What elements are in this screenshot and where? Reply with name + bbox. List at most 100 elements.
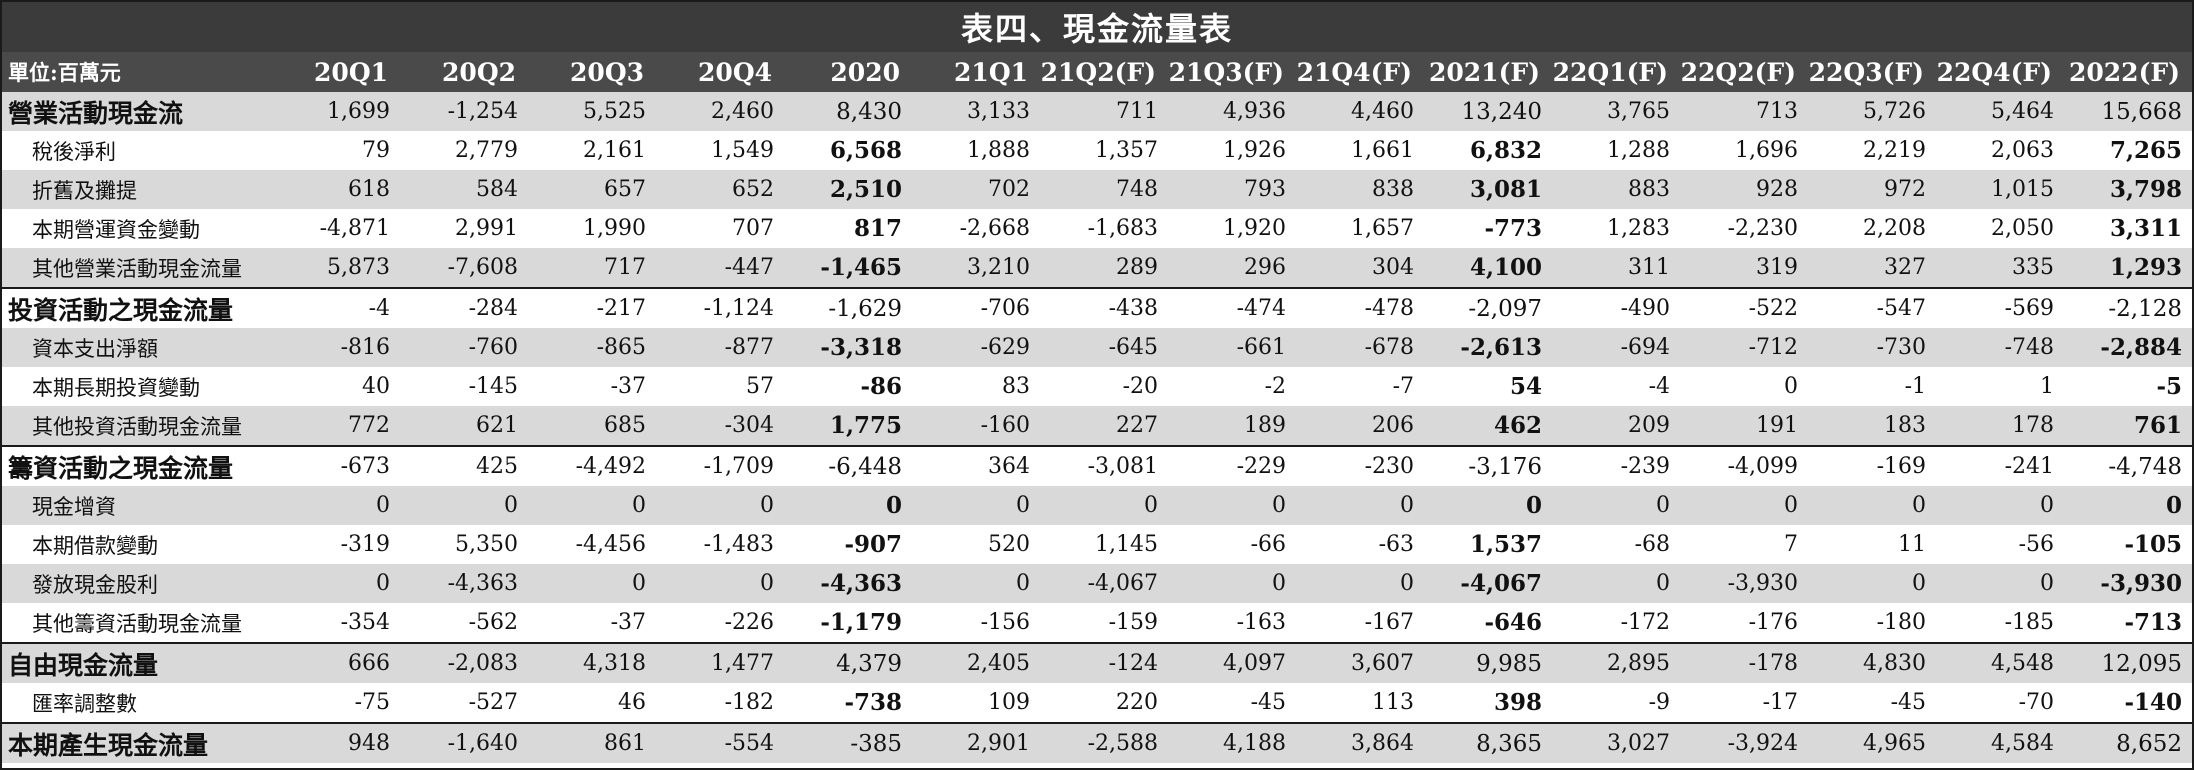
- table-cell: 1,477: [656, 642, 784, 683]
- table-row: 其他營業活動現金流量 5,873 -7,608 717 -447 -1,465 3,210 2…: [2, 248, 2192, 288]
- table-row: 匯率調整數 -75 -527 46 -182 -738 109 220 -45 113 398 -9-…: [2, 683, 2192, 723]
- table-cell: 1,288: [1552, 131, 1680, 170]
- table-cell: -877: [656, 328, 784, 367]
- table-cell: -661: [1168, 328, 1296, 367]
- table-cell: 0: [1808, 564, 1936, 603]
- table-cell: -230: [1296, 445, 1424, 486]
- table-cell: 4,318: [528, 642, 656, 683]
- table-cell: 717: [528, 248, 656, 288]
- table-row: 發放現金股利 0 -4,363 0 0 -4,363 0 -4,067 0 0 -4,067 0 -3,…: [2, 564, 2192, 603]
- table-cell: -4,363: [400, 564, 528, 603]
- table-cell: 335: [1936, 248, 2064, 288]
- table-cell: 209: [1552, 406, 1680, 446]
- table-cell: -3,924: [1680, 722, 1808, 763]
- row-label: 自由現金流量: [2, 642, 272, 683]
- column-header: 21Q2(F): [1040, 52, 1168, 92]
- table-cell: 948: [272, 722, 400, 763]
- table-cell: -2,083: [400, 642, 528, 683]
- table-cell: -1,640: [400, 722, 528, 763]
- column-header: 22Q4(F): [1936, 52, 2064, 92]
- table-cell: 618: [272, 170, 400, 209]
- row-label: 稅後淨利: [2, 131, 272, 170]
- table-cell: 191: [1680, 406, 1808, 446]
- table-cell: -478: [1296, 287, 1424, 328]
- table-cell: -2,128: [2064, 287, 2192, 328]
- table-cell: 1,696: [1680, 131, 1808, 170]
- table-cell: -2: [1168, 367, 1296, 406]
- table-cell: 4,965: [1808, 722, 1936, 763]
- table-cell: 13,240: [1424, 92, 1552, 131]
- table-cell: 0: [1168, 486, 1296, 525]
- table-cell: 3,765: [1552, 92, 1680, 131]
- table-cell: 40: [272, 367, 400, 406]
- table-cell: -760: [400, 328, 528, 367]
- row-label: 籌資活動之現金流量: [2, 445, 272, 486]
- table-cell: 2,208: [1808, 209, 1936, 248]
- table-cell: 296: [1168, 248, 1296, 288]
- table-cell: 11: [1808, 525, 1936, 564]
- table-cell: -385: [784, 722, 912, 763]
- table-cell: 46: [528, 683, 656, 723]
- table-cell: 4,100: [1424, 248, 1552, 288]
- table-cell: -2,668: [912, 209, 1040, 248]
- table-cell: -105: [2064, 525, 2192, 564]
- table-cell: 838: [1296, 170, 1424, 209]
- table-cell: 3,798: [2064, 170, 2192, 209]
- table-row: 其他籌資活動現金流量 -354 -562 -37 -226 -1,179 -156 -159-…: [2, 603, 2192, 643]
- table-cell: 0: [400, 486, 528, 525]
- table-cell: -56: [1936, 525, 2064, 564]
- table-cell: 3,607: [1296, 642, 1424, 683]
- table-cell: 9,985: [1424, 642, 1552, 683]
- table-cell: 0: [1552, 486, 1680, 525]
- table-cell: 462: [1424, 406, 1552, 446]
- table-cell: -4,492: [528, 445, 656, 486]
- table-cell: 364: [912, 445, 1040, 486]
- table-cell: -1,465: [784, 248, 912, 288]
- table-cell: 4,379: [784, 642, 912, 683]
- table-cell: 319: [1680, 248, 1808, 288]
- table-cell: 227: [1040, 406, 1168, 446]
- table-row: 自由現金流量 666 -2,083 4,318 1,477 4,379 2,405 -124 4…: [2, 642, 2192, 683]
- cash-flow-table: 單位:百萬元 20Q1 20Q2 20Q3 20Q4 2020 21Q1 21Q2(F) 21…: [2, 52, 2192, 763]
- table-row: 本期營運資金變動 -4,871 2,991 1,990 707 817 -2,668 -1,6…: [2, 209, 2192, 248]
- table-row: 其他投資活動現金流量 772 621 685 -304 1,775 -160 227 189 20…: [2, 406, 2192, 446]
- table-cell: 3,133: [912, 92, 1040, 131]
- table-cell: 1,283: [1552, 209, 1680, 248]
- column-header: 2022(F): [2064, 52, 2192, 92]
- table-cell: -75: [272, 683, 400, 723]
- table-cell: -167: [1296, 603, 1424, 643]
- table-cell: -180: [1808, 603, 1936, 643]
- table-cell: -7,608: [400, 248, 528, 288]
- table-cell: -4,067: [1424, 564, 1552, 603]
- table-cell: -1,483: [656, 525, 784, 564]
- column-header: 2021(F): [1424, 52, 1552, 92]
- table-cell: 772: [272, 406, 400, 446]
- table-cell: -2,884: [2064, 328, 2192, 367]
- table-cell: 1,015: [1936, 170, 2064, 209]
- table-cell: 2,895: [1552, 642, 1680, 683]
- table-cell: -37: [528, 603, 656, 643]
- table-cell: -748: [1936, 328, 2064, 367]
- table-cell: 0: [2064, 486, 2192, 525]
- table-cell: -3,176: [1424, 445, 1552, 486]
- table-cell: 0: [1296, 564, 1424, 603]
- table-cell: 0: [1424, 486, 1552, 525]
- column-header: 20Q3: [528, 52, 656, 92]
- table-cell: 0: [272, 486, 400, 525]
- table-cell: 0: [1552, 564, 1680, 603]
- table-cell: 220: [1040, 683, 1168, 723]
- table-cell: -712: [1680, 328, 1808, 367]
- table-cell: -562: [400, 603, 528, 643]
- table-cell: 1,549: [656, 131, 784, 170]
- table-cell: 883: [1552, 170, 1680, 209]
- table-cell: -1,179: [784, 603, 912, 643]
- table-cell: 289: [1040, 248, 1168, 288]
- table-cell: 702: [912, 170, 1040, 209]
- table-cell: -2,613: [1424, 328, 1552, 367]
- table-cell: -2,230: [1680, 209, 1808, 248]
- table-row: 籌資活動之現金流量 -673 425 -4,492 -1,709 -6,448 364 -3,…: [2, 445, 2192, 486]
- row-label: 資本支出淨額: [2, 328, 272, 367]
- table-cell: 3,081: [1424, 170, 1552, 209]
- table-cell: -673: [272, 445, 400, 486]
- table-cell: -1,254: [400, 92, 528, 131]
